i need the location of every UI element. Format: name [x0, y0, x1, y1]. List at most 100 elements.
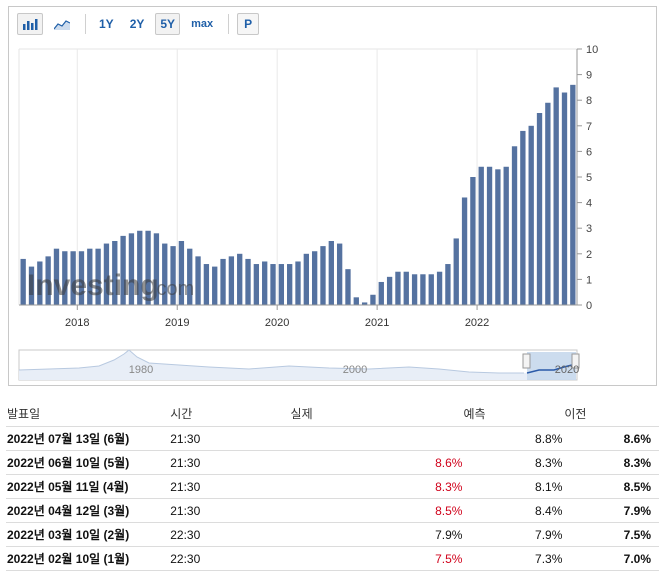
header-forecast[interactable]: 예측 — [463, 406, 486, 421]
navigator[interactable]: 1980 2000 2020 — [18, 349, 580, 381]
release-date: 2022년 05월 11일 (4월) — [6, 474, 170, 499]
chart-bar[interactable] — [561, 92, 568, 306]
navigator-handle-right[interactable] — [571, 353, 580, 369]
chart-bar[interactable] — [353, 297, 359, 305]
chart-bar[interactable] — [295, 261, 301, 305]
chart-bar[interactable] — [20, 258, 26, 305]
y-tick-label: 4 — [586, 198, 592, 210]
chart-bar[interactable] — [270, 264, 276, 305]
chart-bar[interactable] — [220, 258, 226, 305]
chart-bar[interactable] — [428, 274, 434, 305]
x-tick-label: 2018 — [65, 317, 89, 329]
navigator-selected-line — [526, 363, 577, 374]
chart-bar[interactable] — [386, 276, 393, 305]
chart-bar[interactable] — [195, 256, 201, 305]
print-button[interactable]: P — [237, 13, 260, 35]
chart-bar[interactable] — [470, 177, 476, 305]
bar-layer — [20, 84, 576, 306]
chart-bar[interactable] — [336, 243, 343, 305]
navigator-tick-label: 2000 — [343, 364, 367, 376]
area-chart-icon[interactable] — [49, 13, 75, 35]
chart-bar[interactable] — [228, 256, 235, 305]
chart-bar[interactable] — [411, 274, 418, 305]
chart-bar[interactable] — [378, 281, 384, 305]
chart-bar[interactable] — [278, 264, 285, 305]
header-previous[interactable]: 이전 — [564, 406, 587, 421]
chart-bar[interactable] — [511, 146, 518, 305]
chart-bar[interactable] — [78, 251, 85, 305]
header-time[interactable]: 시간 — [170, 406, 193, 421]
chart-bar[interactable] — [62, 251, 68, 305]
chart-bar[interactable] — [37, 261, 43, 305]
chart-bar[interactable] — [536, 113, 543, 305]
chart-bar[interactable] — [153, 233, 160, 305]
chart-bar[interactable] — [120, 235, 126, 305]
area-chart-icon-glyph — [54, 20, 70, 30]
chart-bar[interactable] — [262, 261, 268, 305]
bar-chart: 0 1 2 3 4 5 6 7 8 9 10 2018 2019 2020 2021 2022 Invest… — [18, 44, 598, 381]
range-2y-button[interactable]: 2Y — [129, 17, 145, 31]
range-5y-button[interactable]: 5Y — [155, 13, 181, 35]
chart-bar[interactable] — [287, 264, 293, 305]
chart-bar[interactable] — [212, 266, 218, 305]
table-row: 2022년 07월 13일 (6월) 21:30 8.8% 8.6% — [6, 426, 659, 451]
chart-bar[interactable] — [203, 264, 210, 305]
chart-bar[interactable] — [395, 271, 401, 305]
chart-bar[interactable] — [503, 166, 509, 305]
chart-bar[interactable] — [303, 253, 309, 305]
chart-bar[interactable] — [570, 84, 576, 305]
chart-bar[interactable] — [528, 125, 534, 305]
range-max-button[interactable]: max — [191, 18, 214, 30]
chart-bar[interactable] — [545, 102, 551, 305]
chart-bar[interactable] — [245, 258, 251, 305]
navigator-tick-label: 2020 — [555, 364, 579, 376]
chart-bar[interactable] — [520, 130, 526, 305]
chart-bar[interactable] — [178, 241, 185, 305]
table-row: 2022년 06월 10일 (5월) 21:30 8.6% 8.3% 8.3% — [6, 450, 659, 475]
chart-bar[interactable] — [320, 246, 326, 305]
range-1y-button[interactable]: 1Y — [99, 17, 114, 31]
chart-bar[interactable] — [436, 271, 443, 305]
chart-bar[interactable] — [112, 241, 118, 305]
chart-bar[interactable] — [170, 246, 176, 305]
chart-bar[interactable] — [187, 248, 193, 305]
chart-bar[interactable] — [162, 243, 168, 305]
chart-bar[interactable] — [45, 256, 51, 305]
header-actual[interactable]: 실제 — [290, 406, 313, 421]
chart-bar[interactable] — [345, 269, 351, 305]
actual-value — [289, 426, 463, 451]
chart-bar[interactable] — [361, 302, 368, 305]
chart-bar[interactable] — [453, 238, 459, 305]
y-tick-label: 3 — [586, 223, 592, 235]
chart-bar[interactable] — [328, 241, 334, 305]
chart-bar[interactable] — [445, 264, 451, 305]
chart-bar[interactable] — [311, 251, 318, 305]
chart-bar[interactable] — [95, 248, 101, 305]
navigator-handle-left[interactable] — [522, 353, 531, 369]
release-date: 2022년 03월 10일 (2월) — [6, 522, 170, 547]
chart-bar[interactable] — [28, 266, 35, 305]
chart-bar[interactable] — [478, 166, 484, 305]
chart-bar[interactable] — [486, 166, 493, 305]
chart-bar[interactable] — [553, 87, 559, 306]
chart-bar[interactable] — [237, 253, 243, 305]
chart-bar[interactable] — [461, 197, 468, 305]
chart-bar[interactable] — [87, 248, 93, 305]
chart-bar[interactable] — [145, 230, 151, 305]
chart-bar[interactable] — [128, 233, 135, 305]
bar-chart-icon[interactable] — [17, 13, 43, 35]
chart-bar[interactable] — [253, 264, 260, 305]
chart-bar[interactable] — [137, 230, 143, 305]
chart-bar[interactable] — [495, 169, 501, 305]
previous-value: 8.5% — [563, 474, 659, 499]
chart-bar[interactable] — [53, 248, 60, 305]
watermark-suffix: .com — [151, 278, 194, 300]
y-tick-label: 6 — [586, 146, 592, 158]
chart-bar[interactable] — [103, 243, 110, 305]
chart-bar[interactable] — [370, 294, 376, 305]
forecast-value: 8.4% — [462, 498, 564, 523]
chart-bar[interactable] — [403, 271, 409, 305]
chart-bar[interactable] — [70, 251, 76, 305]
chart-bar[interactable] — [420, 274, 426, 305]
header-release-date[interactable]: 발표일 — [7, 406, 41, 421]
